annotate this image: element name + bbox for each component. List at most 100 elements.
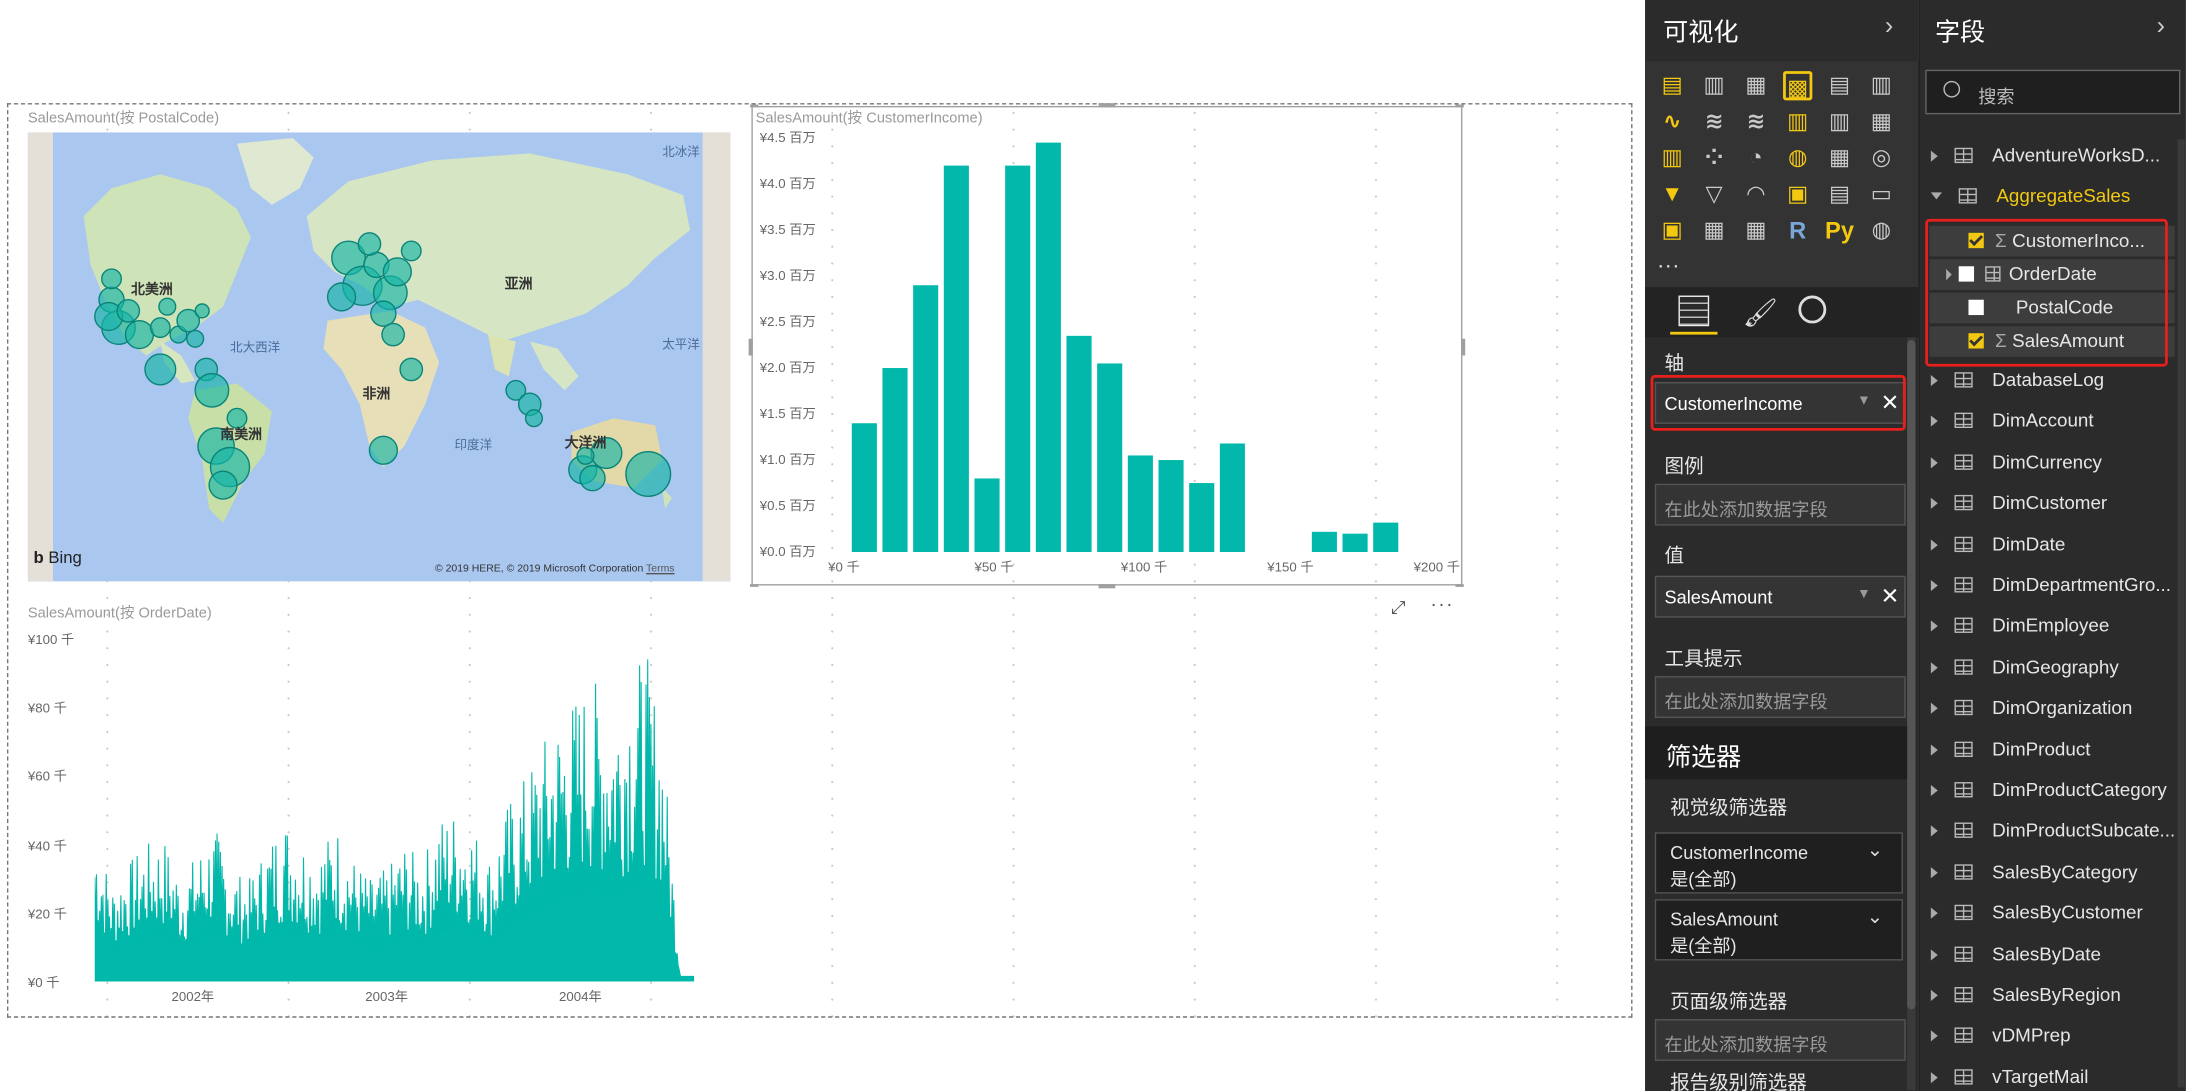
resize-handle-top[interactable] xyxy=(1098,103,1116,108)
tooltip-drop-zone[interactable]: 在此处添加数据字段 xyxy=(1654,676,1906,718)
remove-field-icon[interactable]: ✕ xyxy=(1880,391,1900,416)
field-orderdate[interactable]: OrderDate xyxy=(1946,259,2097,290)
expand-arrow-icon[interactable] xyxy=(1930,784,1938,797)
viz-type-icon[interactable]: R xyxy=(1789,217,1807,244)
checkbox[interactable] xyxy=(1958,266,1975,282)
bar[interactable] xyxy=(1342,533,1368,553)
table-item[interactable]: DimEmployee xyxy=(1930,611,2109,642)
format-paint-roller-icon[interactable]: 🖌 xyxy=(1742,298,1779,330)
chevron-down-icon[interactable]: ⌄ xyxy=(1866,904,1884,928)
remove-field-icon[interactable]: ✕ xyxy=(1880,585,1900,610)
checkbox-checked[interactable] xyxy=(1968,333,1984,349)
map-terms-link[interactable]: Terms xyxy=(646,561,675,575)
page-filter-drop-zone[interactable]: 在此处添加数据字段 xyxy=(1654,1019,1906,1061)
fields-pane-scrollbar[interactable] xyxy=(2177,139,2185,1088)
map-visual[interactable]: 北美洲 亚洲 北大西洋 非洲 南美洲 印度洋 大洋洲 太平洋 北冰洋 b Bin… xyxy=(27,132,731,582)
viz-type-icon[interactable]: ▣ xyxy=(1787,182,1809,207)
expand-arrow-icon[interactable] xyxy=(1946,269,1952,281)
viz-pane-scroll-thumb[interactable] xyxy=(1907,340,1916,1010)
fields-collapse-chevron-icon[interactable]: › xyxy=(2156,11,2166,40)
viz-type-icon[interactable]: ▤ xyxy=(1828,73,1851,98)
viz-type-icon[interactable]: ∿ xyxy=(1662,110,1682,134)
viz-type-icon[interactable]: ▦ xyxy=(1745,218,1767,243)
viz-type-icon[interactable]: ≋ xyxy=(1704,110,1724,134)
bar[interactable] xyxy=(1035,142,1061,553)
axis-field-well[interactable]: CustomerIncome ▼ ✕ xyxy=(1654,381,1906,424)
fields-search-input[interactable]: 搜索 xyxy=(1925,69,2181,115)
table-item[interactable]: vTargetMail xyxy=(1930,1062,2088,1091)
expand-arrow-icon[interactable] xyxy=(1930,415,1938,428)
table-item[interactable]: DimOrganization xyxy=(1930,693,2132,724)
expand-arrow-icon[interactable] xyxy=(1930,989,1938,1001)
viz-type-icon[interactable]: ◠ xyxy=(1747,182,1765,207)
table-item[interactable]: DimAccount xyxy=(1930,406,2094,437)
filter-card-salesamount[interactable]: SalesAmount 是(全部) ⌄ xyxy=(1654,899,1903,961)
corner-handle-br[interactable] xyxy=(1455,584,1464,587)
viz-type-icon[interactable]: ▣ xyxy=(1661,218,1683,243)
bar[interactable] xyxy=(1005,165,1031,553)
table-item[interactable]: DimCustomer xyxy=(1930,488,2107,519)
expand-arrow-icon[interactable] xyxy=(1930,150,1938,162)
expand-arrow-icon[interactable] xyxy=(1930,661,1938,674)
expand-arrow-icon[interactable] xyxy=(1930,456,1938,469)
viz-type-icon[interactable]: ◍ xyxy=(1787,146,1808,171)
checkbox-checked[interactable] xyxy=(1968,232,1984,249)
table-item[interactable]: DimCurrency xyxy=(1930,447,2102,478)
values-field-well[interactable]: SalesAmount ▼ ✕ xyxy=(1654,575,1906,618)
expand-arrow-icon[interactable] xyxy=(1930,497,1938,510)
bar[interactable] xyxy=(974,478,1000,553)
field-postalcode[interactable]: PostalCode xyxy=(1968,293,2113,324)
viz-type-icon[interactable]: ▥ xyxy=(1870,73,1892,98)
viz-type-icon[interactable]: Py xyxy=(1825,217,1855,244)
bar[interactable] xyxy=(1189,483,1215,553)
field-salesamount[interactable]: Σ SalesAmount xyxy=(1968,326,2124,357)
viz-type-icon[interactable]: ▦ xyxy=(1703,218,1725,243)
viz-type-icon[interactable]: ▥ xyxy=(1828,110,1851,134)
analytics-magnifier-icon[interactable] xyxy=(1798,295,1827,324)
expand-arrow-icon[interactable] xyxy=(1930,702,1938,715)
resize-handle-bottom[interactable] xyxy=(1098,584,1116,589)
corner-handle-tr[interactable] xyxy=(1455,104,1464,108)
table-item[interactable]: DimGeography xyxy=(1930,652,2119,683)
legend-drop-zone[interactable]: 在此处添加数据字段 xyxy=(1654,483,1906,526)
fields-tab-icon[interactable] xyxy=(1678,295,1710,327)
filter-card-customerincome[interactable]: CustomerIncome 是(全部) ⌄ xyxy=(1654,832,1903,894)
expand-arrow-icon[interactable] xyxy=(1930,1030,1938,1042)
bar[interactable] xyxy=(913,285,939,553)
table-item[interactable]: SalesByRegion xyxy=(1930,980,2121,1011)
bar[interactable] xyxy=(943,165,969,553)
expand-arrow-icon[interactable] xyxy=(1930,538,1938,551)
resize-handle-right[interactable] xyxy=(1461,338,1466,356)
line-chart-plot[interactable] xyxy=(94,636,695,982)
viz-type-icon[interactable]: ▥ xyxy=(1703,73,1725,98)
viz-collapse-chevron-icon[interactable]: › xyxy=(1884,11,1894,40)
table-item[interactable]: SalesByCategory xyxy=(1930,857,2138,888)
bar[interactable] xyxy=(1097,363,1123,553)
table-item[interactable]: DimDate xyxy=(1930,529,2065,560)
viz-type-icon[interactable]: ▤ xyxy=(1661,73,1683,98)
viz-type-icon[interactable]: ▩ xyxy=(1783,71,1813,101)
expand-arrow-icon[interactable] xyxy=(1930,743,1938,756)
viz-type-icon[interactable]: ▤ xyxy=(1828,182,1851,207)
table-item[interactable]: DimProductSubcate... xyxy=(1930,816,2175,847)
viz-type-icon[interactable]: ▦ xyxy=(1745,73,1767,98)
expand-arrow-icon[interactable] xyxy=(1930,579,1938,592)
area-series[interactable] xyxy=(94,659,682,982)
viz-more-icon[interactable]: ... xyxy=(1657,249,1681,274)
bar[interactable] xyxy=(1219,443,1245,553)
viz-type-icon[interactable]: ▦ xyxy=(1870,110,1892,134)
expand-arrow-icon[interactable] xyxy=(1930,1071,1938,1083)
field-customerincome[interactable]: Σ CustomerInco... xyxy=(1968,226,2145,257)
chevron-down-icon[interactable]: ⌄ xyxy=(1866,837,1884,861)
table-item[interactable]: DimDepartmentGro... xyxy=(1930,570,2171,601)
collapse-arrow-icon[interactable] xyxy=(1930,192,1942,200)
viz-type-icon[interactable]: ▭ xyxy=(1870,182,1892,207)
resize-handle-left[interactable] xyxy=(748,338,753,356)
viz-type-icon[interactable]: ≋ xyxy=(1746,110,1766,134)
table-item[interactable]: SalesByDate xyxy=(1930,939,2101,970)
bar[interactable] xyxy=(1127,455,1153,553)
expand-arrow-icon[interactable] xyxy=(1930,907,1938,919)
table-item[interactable]: DimProduct xyxy=(1930,734,2090,765)
table-adventureworks[interactable]: AdventureWorksD... xyxy=(1930,141,2160,172)
viz-type-icon[interactable]: ▥ xyxy=(1787,110,1809,134)
